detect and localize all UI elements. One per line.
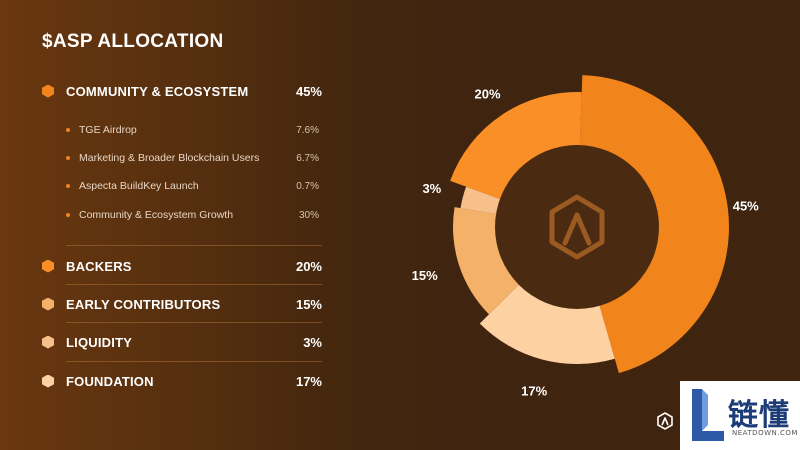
category-value: 15% [295, 296, 322, 312]
divider [66, 284, 322, 285]
hexagon-icon [42, 335, 54, 349]
donut-slice [579, 75, 730, 374]
subitem-row: Marketing & Broader Blockchain Users 6.7… [66, 150, 319, 166]
bullet-dot-icon [66, 128, 70, 132]
subitem-label: Aspecta BuildKey Launch [79, 180, 199, 192]
slice-label: 15% [412, 268, 438, 283]
divider [66, 322, 322, 323]
category-row-foundation: FOUNDATION 17% [42, 370, 322, 392]
slice-label: 45% [733, 198, 759, 213]
category-label: BACKERS [66, 258, 132, 274]
category-row-liquidity: LIQUIDITY 3% [42, 331, 322, 353]
category-value: 45% [295, 83, 322, 99]
category-label: COMMUNITY & ECOSYSTEM [66, 83, 249, 99]
category-row-backers: BACKERS 20% [42, 255, 322, 277]
subitem-value: 0.7% [296, 180, 319, 192]
subitem-value: 30% [298, 209, 319, 221]
subitem-row: TGE Airdrop 7.6% [66, 122, 319, 138]
slice-label: 3% [422, 181, 441, 196]
slice-label: 17% [521, 384, 547, 399]
page-title: $ASP ALLOCATION [42, 31, 224, 52]
watermark-chinese: 链懂 [728, 398, 790, 433]
bullet-dot-icon [66, 213, 70, 217]
category-row-early-contributors: EARLY CONTRIBUTORS 15% [42, 293, 322, 315]
donut-labels: 45% 17% 15% 3% 20% [412, 86, 760, 398]
donut-slice [453, 207, 521, 315]
category-value: 20% [295, 258, 322, 274]
watermark-logo: 链懂 NEATDOWN.COM [680, 381, 800, 450]
subitem-label: Community & Ecosystem Growth [79, 209, 234, 221]
subitem-label: TGE Airdrop [79, 124, 137, 136]
hexagon-icon [42, 84, 54, 98]
category-label: FOUNDATION [66, 373, 154, 389]
hexagon-icon [42, 297, 54, 311]
divider [66, 361, 322, 362]
subitem-value: 7.6% [296, 124, 319, 136]
watermark-l-icon [692, 389, 724, 441]
bullet-dot-icon [66, 184, 70, 188]
bullet-dot-icon [66, 156, 70, 160]
donut-slice [460, 186, 502, 215]
donut-slices [450, 75, 730, 374]
slice-label: 20% [475, 86, 501, 101]
hexagon-icon [42, 259, 54, 273]
corner-logo-icon [657, 412, 673, 430]
category-value: 3% [303, 334, 322, 350]
donut-slice [450, 91, 582, 200]
subitem-value: 6.7% [296, 152, 319, 164]
hexagon-icon [42, 374, 54, 388]
category-value: 17% [295, 373, 322, 389]
center-logo-icon [549, 194, 605, 260]
subitem-row: Community & Ecosystem Growth 30% [66, 207, 319, 223]
subitem-row: Aspecta BuildKey Launch 0.7% [66, 178, 319, 194]
category-label: EARLY CONTRIBUTORS [66, 296, 221, 312]
donut-slice [479, 283, 615, 364]
watermark-site: NEATDOWN.COM [732, 429, 798, 437]
category-row-community: COMMUNITY & ECOSYSTEM 45% [42, 80, 322, 102]
divider [66, 245, 322, 246]
donut-hole [495, 145, 659, 309]
category-label: LIQUIDITY [66, 334, 133, 350]
subitem-label: Marketing & Broader Blockchain Users [79, 152, 260, 164]
